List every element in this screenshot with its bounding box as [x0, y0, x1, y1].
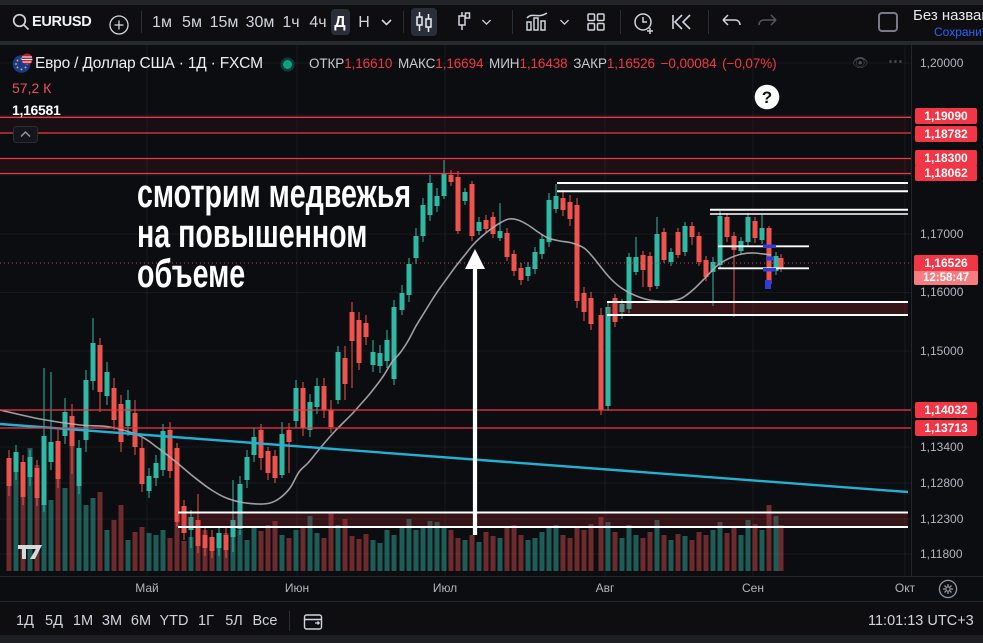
svg-text:?: ?: [762, 88, 772, 107]
